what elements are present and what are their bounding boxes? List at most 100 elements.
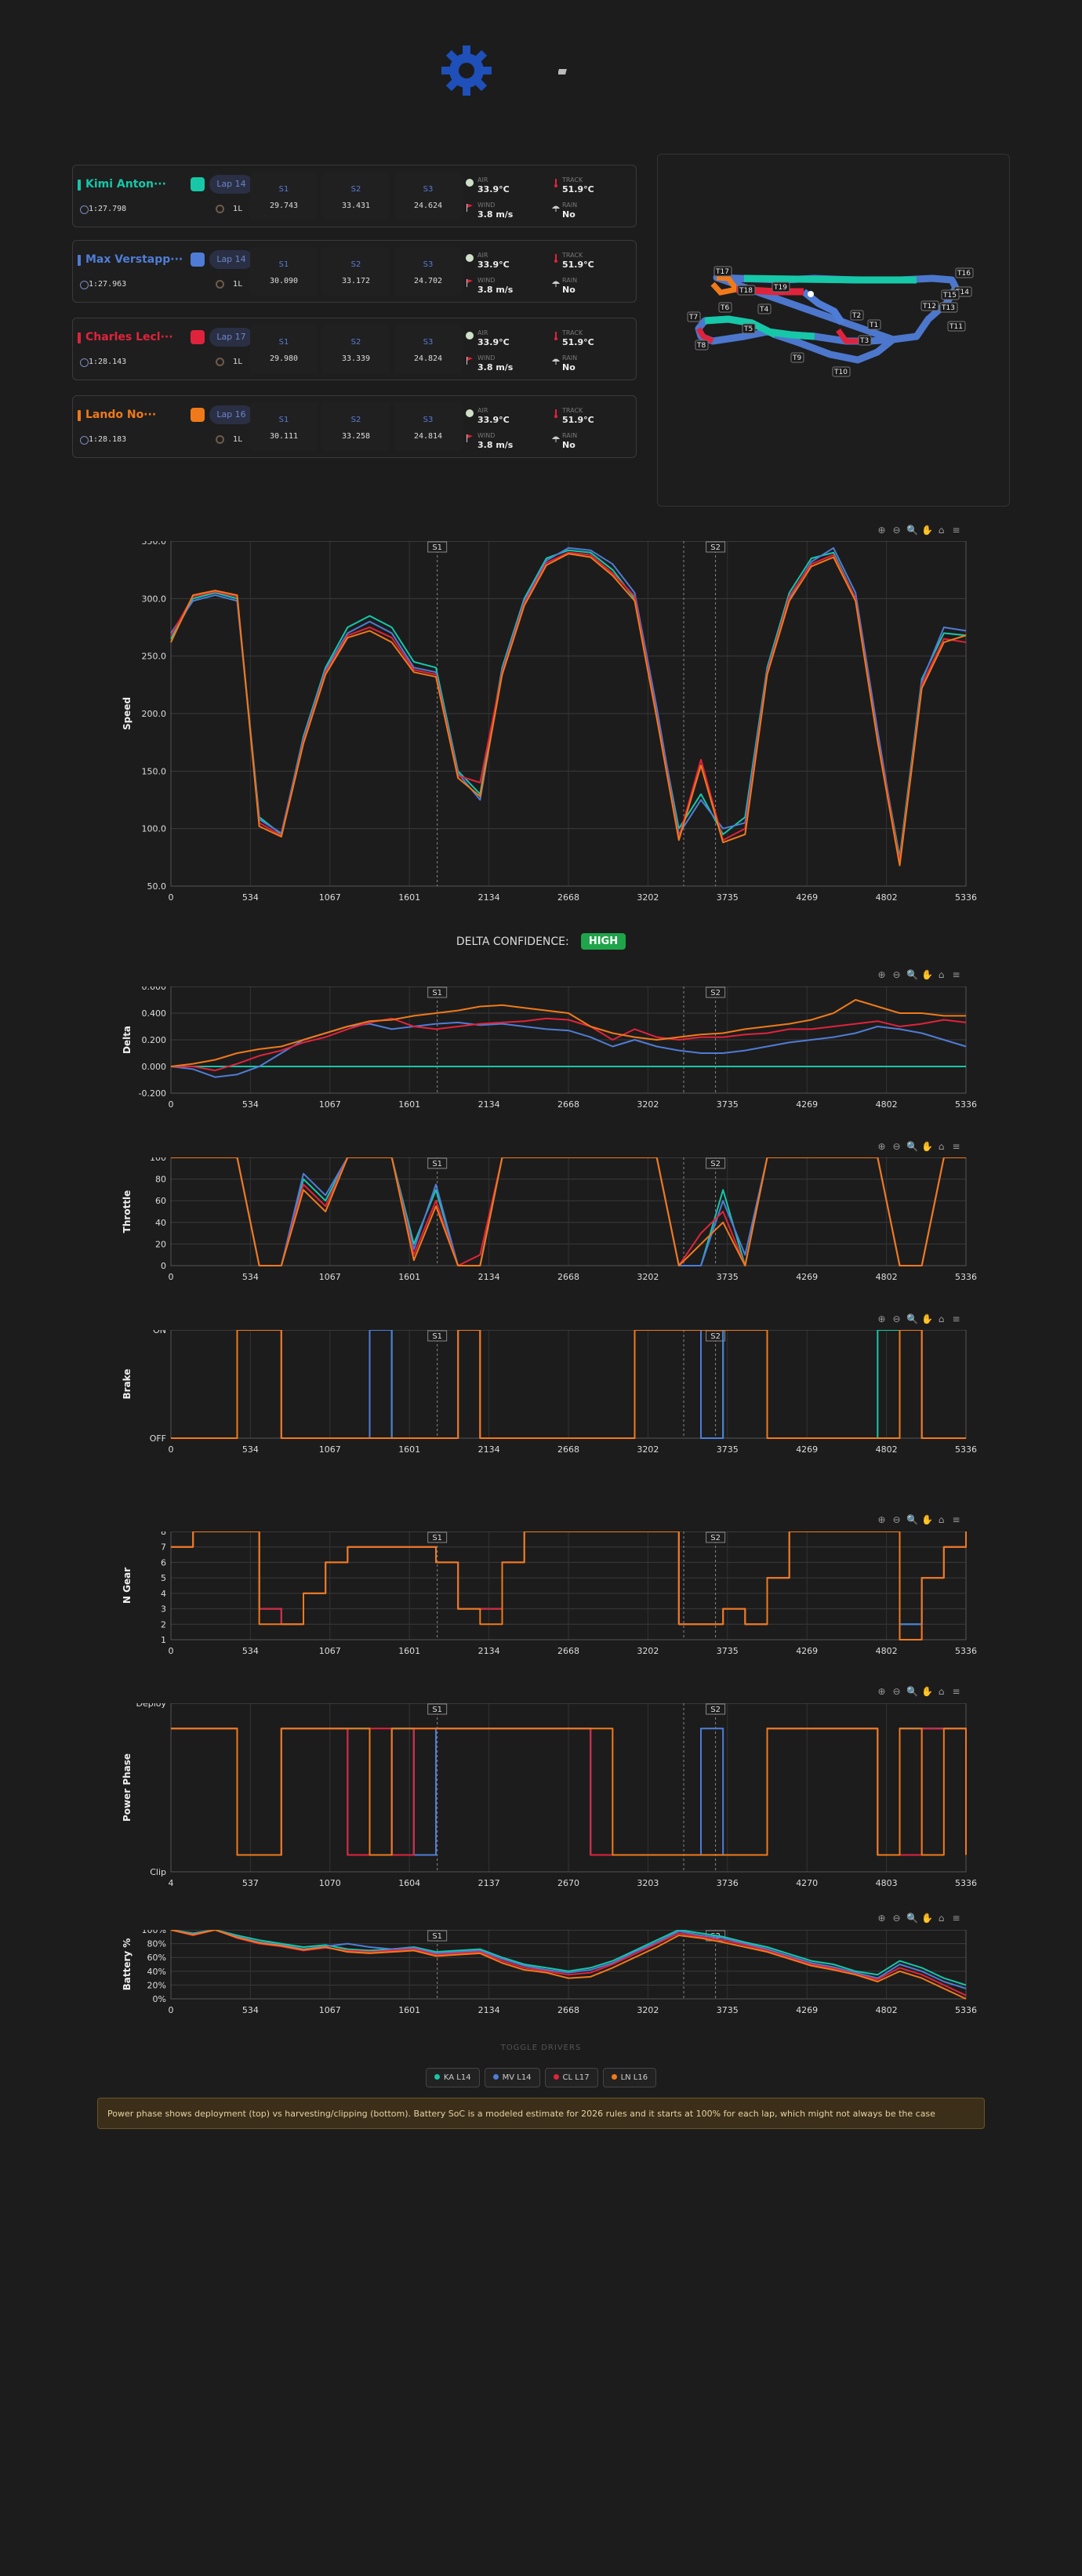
menu-icon[interactable]: ≡ xyxy=(952,525,960,536)
delta-confidence-badge: HIGH xyxy=(580,933,626,950)
driver-color-bar xyxy=(78,332,81,343)
driver-color-swatch[interactable] xyxy=(191,253,205,267)
lap-badge[interactable]: Lap 17 xyxy=(209,328,253,347)
zoom-select-icon[interactable]: 🔍 xyxy=(906,1686,918,1697)
toggle-driver-button[interactable]: LN L16 xyxy=(602,2068,657,2087)
zoom-out-icon[interactable]: ⊖ xyxy=(892,1514,901,1525)
y-tick-label: 0.000 xyxy=(142,1062,167,1072)
driver-card[interactable]: Lando No··· Lap 16 1:28.183 1L S1 30.111… xyxy=(72,395,637,458)
battery-chart[interactable]: 0% 20% 40% 60% 80% 100% 0 534 1067 1601 2134 2668 32… xyxy=(0,1930,1082,2022)
y-tick-label: 150.0 xyxy=(142,766,167,776)
sector-marker-box xyxy=(706,1703,726,1715)
driver-card[interactable]: Kimi Anton··· Lap 14 1:27.798 1L S1 29.7… xyxy=(72,165,637,227)
turn-label-text: T14 xyxy=(955,289,969,296)
turn-label-text: T5 xyxy=(743,325,753,333)
air-label: AIR xyxy=(477,176,488,183)
y-tick-label: 0.600 xyxy=(142,986,167,992)
track-map-panel[interactable]: T1 T2 T3 T4 T5 T6 T7 T8 T9 T10 T11 T12 T13 T14 T15 T16 T… xyxy=(657,154,1010,507)
chart-toolbar: ⊕ ⊖ 🔍 ✋ ⌂ ≡ xyxy=(872,521,961,536)
toggle-driver-button[interactable]: KA L14 xyxy=(425,2068,480,2087)
zoom-select-icon[interactable]: 🔍 xyxy=(906,1913,918,1924)
rain-status: No xyxy=(562,209,575,220)
toggle-driver-button[interactable]: MV L14 xyxy=(484,2068,540,2087)
power-chart[interactable]: Clip Deploy 4 537 1070 1604 2137 2670 3203 3736 42… xyxy=(0,1703,1082,1895)
sector-2-label: S2 xyxy=(350,416,361,424)
sector-1-time: 29.743 xyxy=(269,202,299,210)
reset-home-icon[interactable]: ⌂ xyxy=(938,1313,945,1324)
sector-2-time: 33.258 xyxy=(341,432,371,441)
driver-card[interactable]: Max Verstapp··· Lap 14 1:27.963 1L S1 30… xyxy=(72,240,637,303)
throttle-chart[interactable]: 0 20 40 60 80 100 0 534 1067 1601 2134 2668 3202 3735… xyxy=(0,1157,1082,1289)
pan-icon[interactable]: ✋ xyxy=(921,525,933,536)
driver-dot-icon xyxy=(434,2074,440,2080)
pan-icon[interactable]: ✋ xyxy=(921,969,933,980)
reset-home-icon[interactable]: ⌂ xyxy=(938,969,945,980)
air-temp: 33.9°C xyxy=(477,260,510,270)
reset-home-icon[interactable]: ⌂ xyxy=(938,1913,945,1924)
zoom-select-icon[interactable]: 🔍 xyxy=(906,1313,918,1324)
turn-label: T11 xyxy=(947,321,966,332)
sector-3-label: S3 xyxy=(423,185,434,194)
menu-icon[interactable]: ≡ xyxy=(952,1686,960,1697)
track-temp-icon xyxy=(554,254,557,263)
plot-frame xyxy=(170,541,967,887)
menu-icon[interactable]: ≡ xyxy=(952,1514,960,1525)
zoom-in-icon[interactable]: ⊕ xyxy=(877,1514,886,1525)
gear-chart[interactable]: 1 2 3 4 5 6 7 8 0 534 1067 1601 2134 2668 3202 3735 4269… xyxy=(0,1531,1082,1663)
zoom-out-icon[interactable]: ⊖ xyxy=(892,1913,901,1924)
clock-icon xyxy=(80,205,89,214)
zoom-out-icon[interactable]: ⊖ xyxy=(892,969,901,980)
pan-icon[interactable]: ✋ xyxy=(921,1913,933,1924)
menu-icon[interactable]: ≡ xyxy=(952,1313,960,1324)
brake-chart[interactable]: OFF ON 0 534 1067 1601 2134 2668 3202 3735 4269 480… xyxy=(0,1330,1082,1462)
track-label: TRACK xyxy=(562,407,583,414)
zoom-select-icon[interactable]: 🔍 xyxy=(906,969,918,980)
reset-home-icon[interactable]: ⌂ xyxy=(938,1514,945,1525)
pan-icon[interactable]: ✋ xyxy=(921,1313,933,1324)
driver-color-swatch[interactable] xyxy=(191,330,205,344)
zoom-out-icon[interactable]: ⊖ xyxy=(892,1141,901,1152)
driver-color-swatch[interactable] xyxy=(191,177,205,191)
zoom-in-icon[interactable]: ⊕ xyxy=(877,1313,886,1324)
zoom-in-icon[interactable]: ⊕ xyxy=(877,1913,886,1924)
sector-marker-box xyxy=(706,986,726,998)
zoom-in-icon[interactable]: ⊕ xyxy=(877,969,886,980)
wind-flag-icon xyxy=(467,357,473,365)
zoom-out-icon[interactable]: ⊖ xyxy=(892,1313,901,1324)
driver-name: Charles Lecl··· xyxy=(85,331,173,343)
y-tick-label: 20 xyxy=(155,1239,166,1249)
y-tick-label: ON xyxy=(153,1330,166,1335)
lap-badge[interactable]: Lap 14 xyxy=(209,250,253,269)
zoom-in-icon[interactable]: ⊕ xyxy=(877,1686,886,1697)
wind-flag-icon xyxy=(467,204,473,212)
x-tick-label: 0 xyxy=(169,892,174,903)
speed-chart[interactable]: 50.0 100.0 150.0 200.0 250.0 300.0 350.0 0 534 10… xyxy=(0,541,1082,910)
turn-label-text: T9 xyxy=(792,354,801,362)
menu-icon[interactable]: ≡ xyxy=(952,1913,960,1924)
reset-home-icon[interactable]: ⌂ xyxy=(938,1141,945,1152)
menu-icon[interactable]: ≡ xyxy=(952,969,960,980)
zoom-select-icon[interactable]: 🔍 xyxy=(906,1514,918,1525)
pan-icon[interactable]: ✋ xyxy=(921,1514,933,1525)
reset-home-icon[interactable]: ⌂ xyxy=(938,1686,945,1697)
pan-icon[interactable]: ✋ xyxy=(921,1141,933,1152)
lap-badge[interactable]: Lap 16 xyxy=(209,405,253,424)
driver-card[interactable]: Charles Lecl··· Lap 17 1:28.143 1L S1 29… xyxy=(72,318,637,380)
zoom-out-icon[interactable]: ⊖ xyxy=(892,525,901,536)
toggle-driver-button[interactable]: CL L17 xyxy=(544,2068,598,2087)
menu-icon[interactable]: ≡ xyxy=(952,1141,960,1152)
y-tick-label: -0.200 xyxy=(139,1088,166,1099)
tyre-age: 1L xyxy=(233,358,242,366)
driver-name: Lando No··· xyxy=(85,409,157,421)
zoom-select-icon[interactable]: 🔍 xyxy=(906,525,918,536)
delta-chart[interactable]: -0.200 0.000 0.200 0.400 0.600 0 534 1067 1601 21… xyxy=(0,986,1082,1117)
zoom-in-icon[interactable]: ⊕ xyxy=(877,1141,886,1152)
zoom-out-icon[interactable]: ⊖ xyxy=(892,1686,901,1697)
rain-icon xyxy=(552,436,560,442)
pan-icon[interactable]: ✋ xyxy=(921,1686,933,1697)
zoom-in-icon[interactable]: ⊕ xyxy=(877,525,886,536)
zoom-select-icon[interactable]: 🔍 xyxy=(906,1141,918,1152)
lap-badge[interactable]: Lap 14 xyxy=(209,175,253,194)
reset-home-icon[interactable]: ⌂ xyxy=(938,525,945,536)
driver-color-swatch[interactable] xyxy=(191,408,205,422)
